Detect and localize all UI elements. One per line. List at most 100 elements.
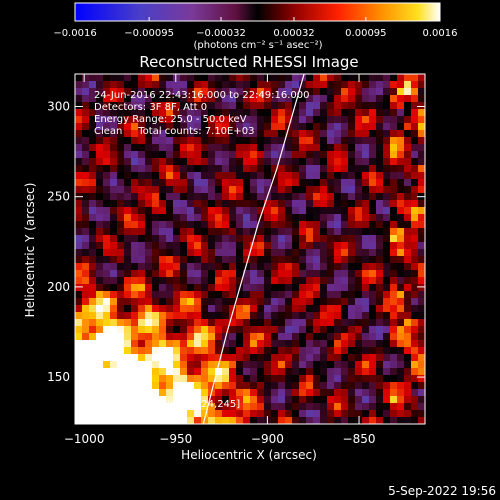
heatmap-cell — [264, 326, 272, 334]
heatmap-cell — [313, 403, 321, 411]
heatmap-cell — [271, 137, 279, 145]
heatmap-cell — [348, 361, 356, 369]
heatmap-cell — [208, 284, 216, 292]
heatmap-cell — [292, 354, 300, 362]
heatmap-cell — [404, 137, 412, 145]
heatmap-cell — [376, 256, 384, 264]
heatmap-cell — [264, 165, 272, 173]
heatmap-cell — [313, 158, 321, 166]
heatmap-cell — [250, 277, 258, 285]
heatmap-cell — [313, 214, 321, 222]
heatmap-cell — [103, 263, 111, 271]
heatmap-cell — [313, 102, 321, 110]
heatmap-cell — [299, 305, 307, 313]
heatmap-cell — [229, 396, 237, 404]
heatmap-cell — [264, 109, 272, 117]
heatmap-cell — [355, 88, 363, 96]
heatmap-cell — [131, 242, 139, 250]
heatmap-cell — [313, 242, 321, 250]
heatmap-cell — [173, 270, 181, 278]
heatmap-cell — [250, 200, 258, 208]
heatmap-cell — [173, 242, 181, 250]
heatmap-cell — [138, 102, 146, 110]
heatmap-cell — [278, 193, 286, 201]
heatmap-cell — [257, 368, 265, 376]
heatmap-cell — [390, 291, 398, 299]
heatmap-cell — [327, 368, 335, 376]
heatmap-cell — [187, 354, 195, 362]
heatmap-cell — [208, 368, 216, 376]
heatmap-cell — [341, 109, 349, 117]
heatmap-cell — [138, 144, 146, 152]
heatmap-cell — [117, 235, 125, 243]
heatmap-cell — [362, 277, 370, 285]
heatmap-cell — [201, 312, 209, 320]
heatmap-cell — [187, 242, 195, 250]
heatmap-cell — [306, 284, 314, 292]
heatmap-cell — [250, 410, 258, 418]
heatmap-cell — [320, 74, 328, 82]
heatmap-cell — [404, 249, 412, 257]
heatmap-cell — [292, 88, 300, 96]
heatmap-cell — [96, 214, 104, 222]
heatmap-cell — [166, 396, 174, 404]
heatmap-cell — [145, 340, 153, 348]
heatmap-cell — [418, 109, 426, 117]
heatmap-cell — [152, 193, 160, 201]
heatmap-cell — [117, 396, 125, 404]
heatmap-cell — [285, 354, 293, 362]
heatmap-cell — [397, 396, 405, 404]
heatmap-cell — [215, 347, 223, 355]
heatmap-cell — [75, 214, 83, 222]
heatmap-cell — [180, 319, 188, 327]
heatmap-cell — [271, 158, 279, 166]
heatmap-cell — [257, 263, 265, 271]
heatmap-cell — [418, 88, 426, 96]
heatmap-cell — [89, 326, 97, 334]
heatmap-cell — [334, 305, 342, 313]
heatmap-cell — [264, 410, 272, 418]
heatmap-cell — [257, 179, 265, 187]
heatmap-cell — [250, 396, 258, 404]
heatmap-cell — [327, 130, 335, 138]
heatmap-cell — [355, 326, 363, 334]
heatmap-cell — [131, 123, 139, 131]
heatmap-cell — [180, 249, 188, 257]
heatmap-cell — [341, 186, 349, 194]
heatmap-cell — [327, 375, 335, 383]
heatmap-cell — [124, 235, 132, 243]
heatmap-cell — [145, 158, 153, 166]
heatmap-cell — [327, 270, 335, 278]
heatmap-cell — [215, 186, 223, 194]
heatmap-cell — [236, 277, 244, 285]
heatmap-cell — [131, 179, 139, 187]
heatmap-cell — [257, 207, 265, 215]
heatmap-cell — [201, 263, 209, 271]
heatmap-cell — [320, 186, 328, 194]
heatmap-cell — [96, 354, 104, 362]
heatmap-cell — [404, 340, 412, 348]
heatmap-cell — [355, 410, 363, 418]
colorbar-tick-label: −0.00095 — [124, 28, 174, 39]
heatmap-cell — [376, 207, 384, 215]
heatmap-cell — [313, 137, 321, 145]
heatmap-cell — [411, 319, 419, 327]
heatmap-cell — [250, 291, 258, 299]
heatmap-cell — [103, 249, 111, 257]
heatmap-cell — [110, 74, 118, 82]
heatmap-cell — [215, 158, 223, 166]
heatmap-cell — [411, 396, 419, 404]
heatmap-cell — [201, 368, 209, 376]
heatmap-cell — [117, 326, 125, 334]
heatmap-cell — [138, 179, 146, 187]
heatmap-cell — [271, 389, 279, 397]
heatmap-cell — [348, 172, 356, 180]
heatmap-cell — [306, 137, 314, 145]
heatmap-cell — [110, 403, 118, 411]
heatmap-cell — [299, 214, 307, 222]
heatmap-cell — [278, 263, 286, 271]
heatmap-cell — [271, 186, 279, 194]
heatmap-cell — [334, 81, 342, 89]
heatmap-cell — [341, 158, 349, 166]
